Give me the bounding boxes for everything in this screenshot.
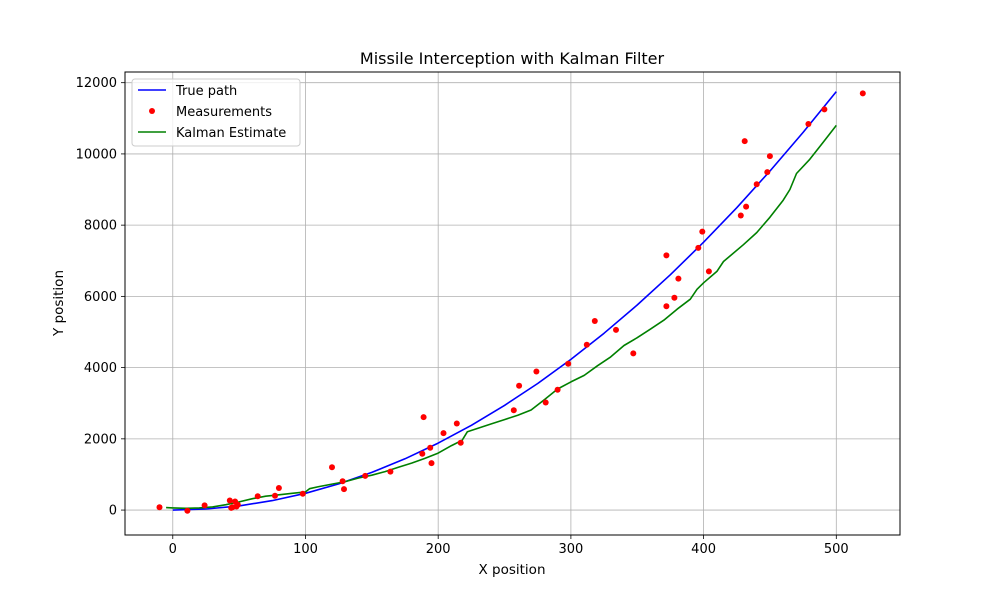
x-tick-label: 100 bbox=[293, 542, 318, 557]
measurement-point bbox=[764, 169, 771, 176]
measurement-point bbox=[419, 450, 426, 457]
measurement-point bbox=[362, 472, 369, 479]
y-tick-label: 10000 bbox=[76, 147, 117, 162]
y-tick-label: 8000 bbox=[84, 219, 117, 234]
measurement-point bbox=[510, 407, 517, 414]
measurement-point bbox=[737, 212, 744, 219]
measurement-point bbox=[675, 275, 682, 282]
measurement-point bbox=[565, 360, 572, 367]
x-tick-label: 0 bbox=[169, 542, 177, 557]
measurement-point bbox=[821, 106, 828, 113]
legend-true-path-label: True path bbox=[175, 84, 237, 99]
y-tick-label: 2000 bbox=[84, 432, 117, 447]
y-tick-label: 0 bbox=[109, 504, 117, 519]
measurement-point bbox=[341, 486, 347, 493]
measurement-point bbox=[695, 244, 702, 251]
measurement-point bbox=[554, 386, 561, 393]
measurement-point bbox=[805, 121, 812, 127]
measurement-point bbox=[440, 430, 447, 437]
measurement-point bbox=[583, 341, 590, 348]
plot-frame bbox=[124, 71, 901, 536]
measurement-point bbox=[859, 90, 866, 97]
plot-series bbox=[156, 90, 866, 514]
measurement-point bbox=[184, 507, 191, 514]
x-tick-label: 200 bbox=[426, 542, 451, 557]
legend-box bbox=[131, 78, 301, 147]
measurement-point bbox=[533, 368, 540, 375]
legend-measurements-marker bbox=[149, 108, 155, 114]
chart-title: Missile Interception with Kalman Filter bbox=[360, 49, 665, 68]
true-path-line bbox=[172, 91, 837, 511]
measurement-point bbox=[630, 350, 637, 357]
measurement-point bbox=[226, 497, 233, 504]
y-tick-label: 4000 bbox=[84, 361, 117, 376]
measurement-point bbox=[705, 268, 712, 275]
legend-measurements-label: Measurements bbox=[176, 105, 272, 120]
legend-kalman-label: Kalman Estimate bbox=[176, 126, 286, 141]
legend: True path Measurements Kalman Estimate bbox=[131, 78, 301, 147]
measurement-point bbox=[428, 460, 435, 467]
measurement-point bbox=[743, 203, 750, 210]
measurement-point bbox=[427, 444, 434, 451]
measurement-point bbox=[234, 501, 241, 508]
measurement-point bbox=[613, 326, 619, 333]
x-tick-label: 300 bbox=[558, 542, 583, 557]
measurement-point bbox=[339, 478, 346, 485]
x-tick-label: 400 bbox=[691, 542, 716, 557]
measurement-point bbox=[420, 414, 427, 421]
measurement-point bbox=[453, 420, 460, 427]
y-tick-label: 12000 bbox=[76, 76, 117, 91]
measurement-point bbox=[275, 485, 282, 491]
measurement-point bbox=[156, 504, 163, 511]
kalman-estimate-line bbox=[166, 124, 837, 510]
measurement-point bbox=[753, 181, 760, 188]
measurement-point bbox=[663, 252, 670, 259]
measurement-point bbox=[272, 492, 278, 499]
measurement-point bbox=[516, 382, 523, 389]
axis-ticks: 0 100 200 300 400 500 0 2000 4000 6000 8000 10000 12… bbox=[76, 76, 849, 557]
x-tick-label: 500 bbox=[824, 542, 849, 557]
measurement-point bbox=[766, 153, 773, 160]
measurement-point bbox=[591, 318, 598, 324]
measurement-point bbox=[663, 303, 670, 310]
grid bbox=[125, 72, 900, 535]
measurement-point bbox=[254, 493, 261, 500]
measurement-point bbox=[671, 294, 678, 301]
measurement-point bbox=[387, 468, 394, 475]
x-axis-label: X position bbox=[478, 562, 545, 578]
measurement-point bbox=[201, 502, 208, 509]
measurement-point bbox=[542, 399, 549, 406]
measurement-point bbox=[699, 228, 706, 235]
measurement-point bbox=[741, 138, 748, 145]
measurement-point bbox=[329, 464, 335, 471]
y-tick-label: 6000 bbox=[84, 290, 117, 305]
measurement-point bbox=[299, 490, 306, 497]
y-axis-label: Y position bbox=[51, 270, 67, 337]
measurement-point bbox=[457, 439, 464, 446]
